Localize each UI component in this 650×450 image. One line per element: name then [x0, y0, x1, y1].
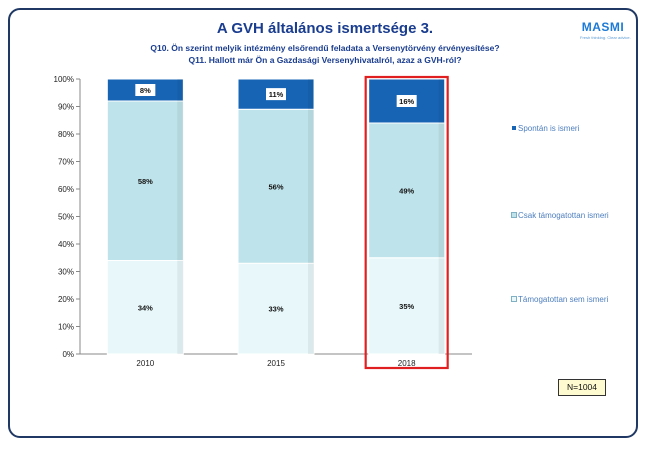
data-label: 56%	[268, 182, 283, 191]
bar-segment-shade	[438, 257, 445, 354]
legend-label-sem: Támogatottan sem ismeri	[518, 295, 609, 304]
y-tick-label: 0%	[62, 350, 74, 359]
data-label: 33%	[268, 305, 283, 314]
bar-segment-shade	[177, 101, 184, 261]
legend-swatch-sem	[511, 296, 517, 302]
y-tick-label: 100%	[54, 75, 74, 84]
y-tick-label: 20%	[58, 295, 74, 304]
bar-segment-shade	[308, 263, 314, 354]
y-tick-label: 70%	[58, 158, 74, 167]
bar-segment-shade	[438, 123, 445, 258]
legend-swatch-spontan	[512, 126, 516, 130]
x-tick-label: 2015	[267, 359, 285, 368]
bar-segment-shade	[177, 260, 184, 354]
bar-segment-shade	[177, 79, 184, 101]
data-label: 16%	[399, 97, 414, 106]
legend-swatch-csak	[511, 212, 517, 218]
legend-item-spontan: Spontán is ismeri	[512, 124, 622, 134]
subtitle-q10: Q10. Ön szerint melyik intézmény elsőren…	[150, 43, 500, 53]
y-tick-label: 80%	[58, 130, 74, 139]
y-tick-label: 40%	[58, 240, 74, 249]
legend-item-sem: Támogatottan sem ismeri	[511, 295, 622, 305]
data-label: 49%	[399, 186, 414, 195]
bar-segment	[106, 260, 184, 355]
bar-segment	[237, 262, 315, 355]
data-label: 35%	[399, 302, 414, 311]
y-tick-label: 10%	[58, 323, 74, 332]
bar-segment	[106, 100, 184, 261]
bar-segment	[368, 122, 446, 259]
y-tick-label: 30%	[58, 268, 74, 277]
subtitle-q11: Q11. Hallott már Ön a Gazdasági Versenyh…	[188, 55, 462, 65]
bar-segment	[237, 108, 315, 264]
y-tick-label: 90%	[58, 103, 74, 112]
x-tick-label: 2018	[398, 359, 416, 368]
highlight-box-2018	[364, 75, 449, 370]
masmi-logo: MASMI Fresh thinking. Clear advice.	[580, 20, 631, 40]
sample-size-note: N=1004	[558, 379, 606, 396]
legend-label-spontan: Spontán is ismeri	[518, 124, 580, 133]
data-label-background	[266, 88, 286, 101]
data-label: 34%	[138, 303, 153, 312]
logo-name: MASMI	[581, 20, 625, 34]
page-title: A GVH általános ismertsége 3.	[216, 20, 434, 37]
data-label-background	[135, 84, 156, 96]
data-label: 58%	[138, 177, 153, 186]
slide-frame	[8, 8, 638, 438]
data-label: 11%	[269, 90, 284, 99]
x-tick-label: 2010	[136, 359, 154, 368]
bar-segment-shade	[308, 109, 314, 264]
bar-segment-shade	[308, 79, 314, 110]
logo-tagline: Fresh thinking. Clear advice.	[580, 35, 631, 40]
y-tick-label: 50%	[58, 213, 74, 222]
data-label: 8%	[140, 86, 151, 95]
legend-label-csak: Csak támogatottan ismeri	[518, 211, 609, 220]
bar-segment-shade	[438, 79, 445, 123]
legend-item-csak: Csak támogatottan ismeri	[511, 211, 622, 221]
data-label-background	[396, 95, 417, 107]
y-tick-label: 60%	[58, 185, 74, 194]
